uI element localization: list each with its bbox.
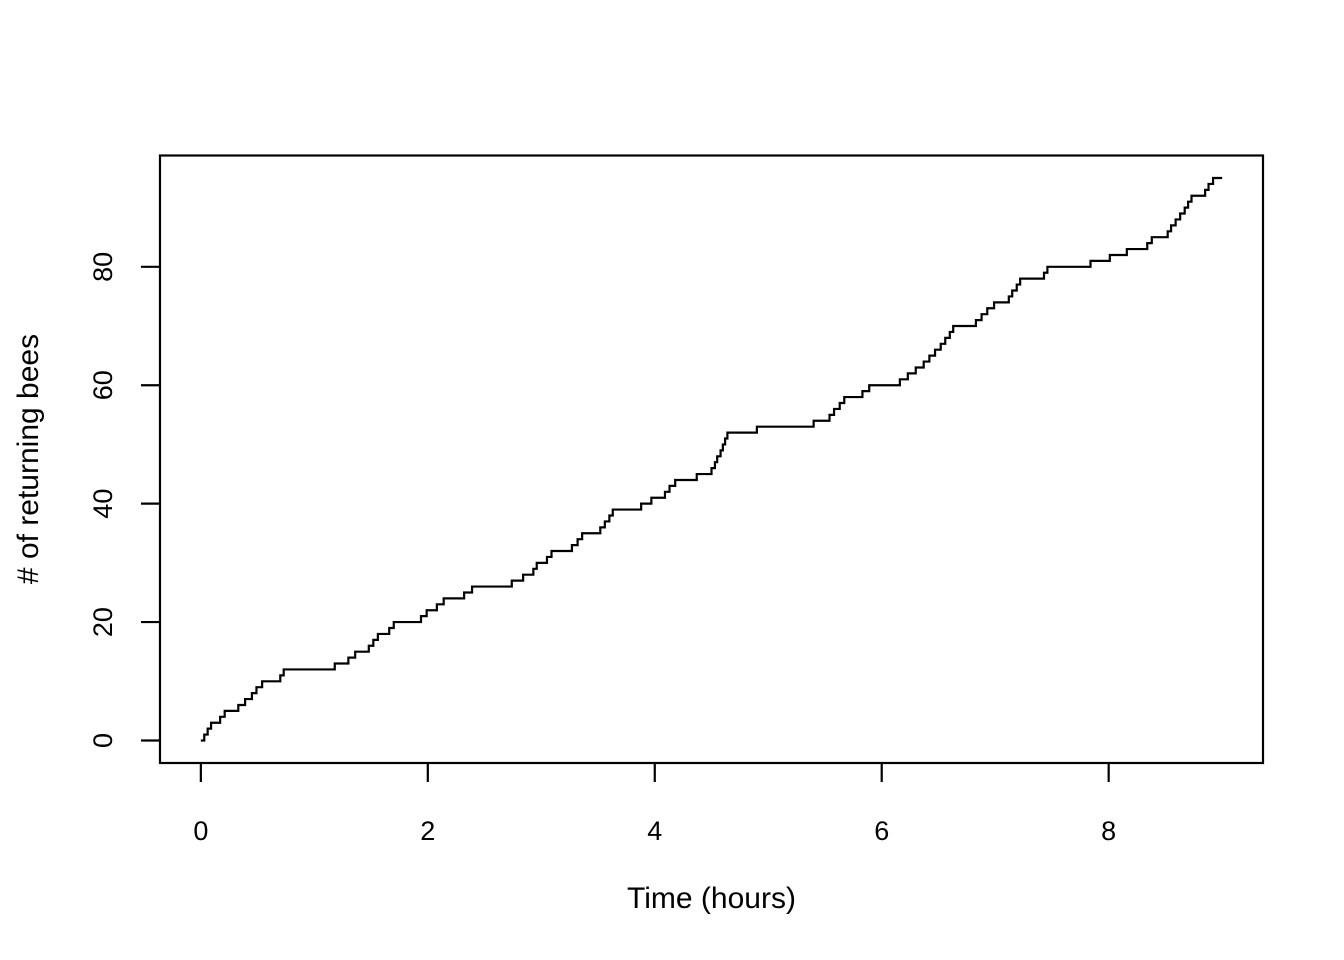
y-tick-labels: 0 20 40 60 80 [88,252,118,748]
y-tick-label-20: 20 [88,607,118,637]
y-tick-label-0: 0 [88,733,118,748]
y-tick-label-40: 40 [88,489,118,519]
y-tick-label-80: 80 [88,252,118,282]
plot-box [158,154,1265,765]
y-axis [141,265,160,742]
x-tick-label-6: 6 [874,816,889,846]
step-line [200,176,1223,742]
x-tick-label-2: 2 [420,816,435,846]
x-axis-title: Time (hours) [627,882,796,915]
y-tick-label-60: 60 [88,370,118,400]
x-tick-label-4: 4 [647,816,662,846]
x-axis [199,763,1110,782]
x-tick-labels: 0 2 4 6 8 [193,816,1116,846]
x-tick-label-8: 8 [1101,816,1116,846]
y-axis-title: # of returning bees [12,334,45,584]
x-tick-label-0: 0 [193,816,208,846]
